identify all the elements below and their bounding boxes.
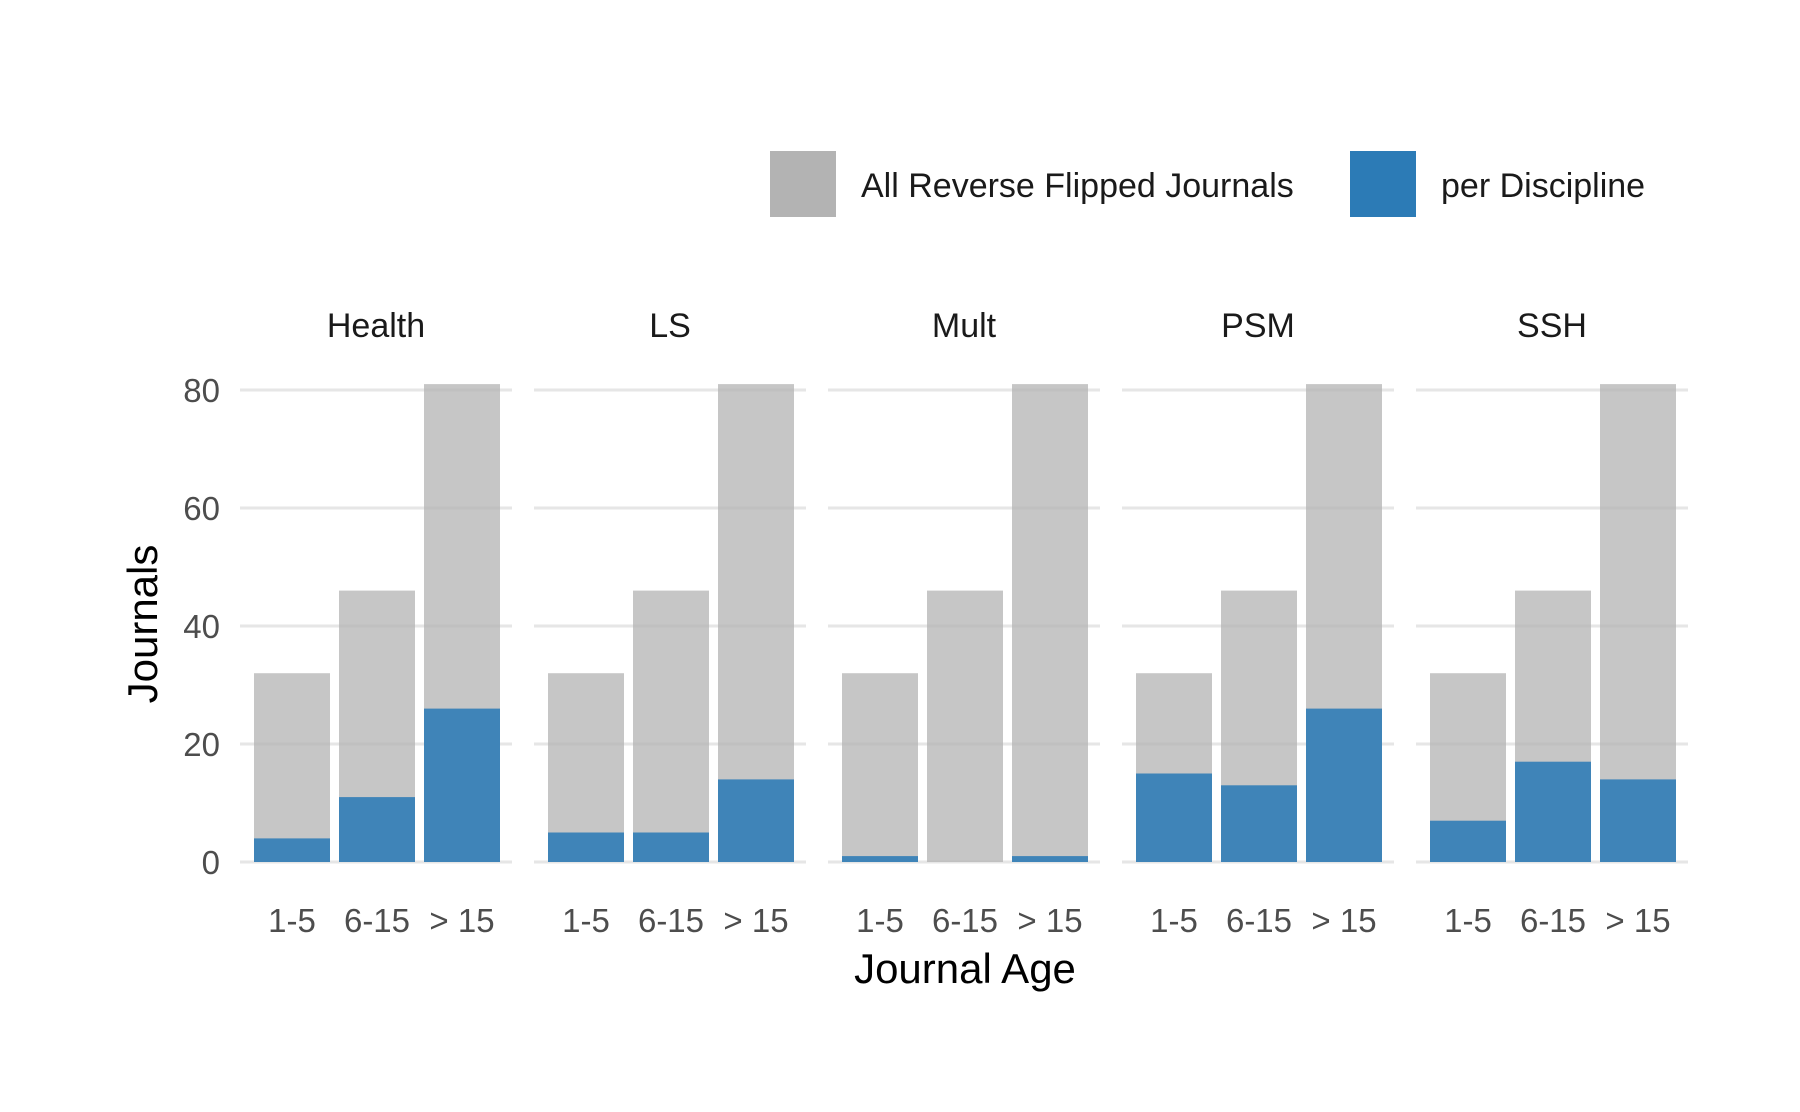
x-tick-label: 6-15: [1226, 902, 1292, 939]
facet-panel-ssh: SSH 1-5 6-15 > 15: [1416, 307, 1688, 939]
facet-label: LS: [649, 307, 691, 345]
y-tick-label: 60: [183, 490, 220, 527]
legend-key-all-journals: [770, 151, 836, 217]
bar-per-discipline: [1306, 708, 1382, 862]
facet-label: PSM: [1221, 307, 1295, 345]
bar-per-discipline: [1600, 779, 1676, 862]
bar-all-journals: [1012, 384, 1088, 862]
bar-all-journals: [254, 673, 330, 862]
x-tick-label: 1-5: [1150, 902, 1198, 939]
y-tick-label: 40: [183, 608, 220, 645]
bar-per-discipline: [633, 832, 709, 862]
x-tick-label: > 15: [1311, 902, 1376, 939]
bar-per-discipline: [1430, 820, 1506, 862]
legend-label-all-journals: All Reverse Flipped Journals: [861, 167, 1294, 205]
bar-per-discipline: [339, 797, 415, 862]
facet-label: Mult: [932, 307, 997, 345]
facet-panel-ls: LS 1-5 6-15 > 15: [534, 307, 806, 939]
bar-all-journals: [927, 590, 1003, 862]
x-tick-label: 1-5: [1444, 902, 1492, 939]
bar-per-discipline: [1221, 785, 1297, 862]
legend-key-per-discipline: [1350, 151, 1416, 217]
x-tick-label: > 15: [1017, 902, 1082, 939]
facet-panel-psm: PSM 1-5 6-15 > 15: [1122, 307, 1394, 939]
bar-all-journals: [633, 590, 709, 862]
x-tick-label: 6-15: [1520, 902, 1586, 939]
y-axis: 0 20 40 60 80: [183, 372, 220, 881]
y-tick-label: 0: [202, 844, 220, 881]
x-tick-label: 6-15: [638, 902, 704, 939]
bar-per-discipline: [548, 832, 624, 862]
bar-per-discipline: [718, 779, 794, 862]
legend: All Reverse Flipped Journals per Discipli…: [770, 151, 1645, 217]
x-axis-title: Journal Age: [854, 945, 1076, 992]
bar-per-discipline: [254, 838, 330, 862]
facet-panel-health: Health 1-5 6-15 > 15: [240, 307, 512, 939]
x-tick-label: 1-5: [562, 902, 610, 939]
x-tick-label: 6-15: [932, 902, 998, 939]
bar-per-discipline: [424, 708, 500, 862]
bar-per-discipline: [842, 856, 918, 862]
x-tick-label: > 15: [1605, 902, 1670, 939]
facet-panels: Health 1-5 6-15 > 15 LS 1-5 6-15 > 15 Mult 1-5 6-1…: [240, 307, 1688, 939]
bar-all-journals: [842, 673, 918, 862]
bar-per-discipline: [1012, 856, 1088, 862]
bar-all-journals: [548, 673, 624, 862]
facet-label: SSH: [1517, 307, 1587, 345]
x-tick-label: 6-15: [344, 902, 410, 939]
y-axis-title: Journals: [119, 545, 166, 704]
bar-per-discipline: [1136, 773, 1212, 862]
x-tick-label: 1-5: [856, 902, 904, 939]
facet-label: Health: [327, 307, 425, 345]
y-tick-label: 80: [183, 372, 220, 409]
x-tick-label: 1-5: [268, 902, 316, 939]
y-tick-label: 20: [183, 726, 220, 763]
x-tick-label: > 15: [723, 902, 788, 939]
bar-per-discipline: [1515, 761, 1591, 862]
facet-panel-mult: Mult 1-5 6-15 > 15: [828, 307, 1100, 939]
legend-label-per-discipline: per Discipline: [1441, 167, 1645, 205]
x-tick-label: > 15: [429, 902, 494, 939]
